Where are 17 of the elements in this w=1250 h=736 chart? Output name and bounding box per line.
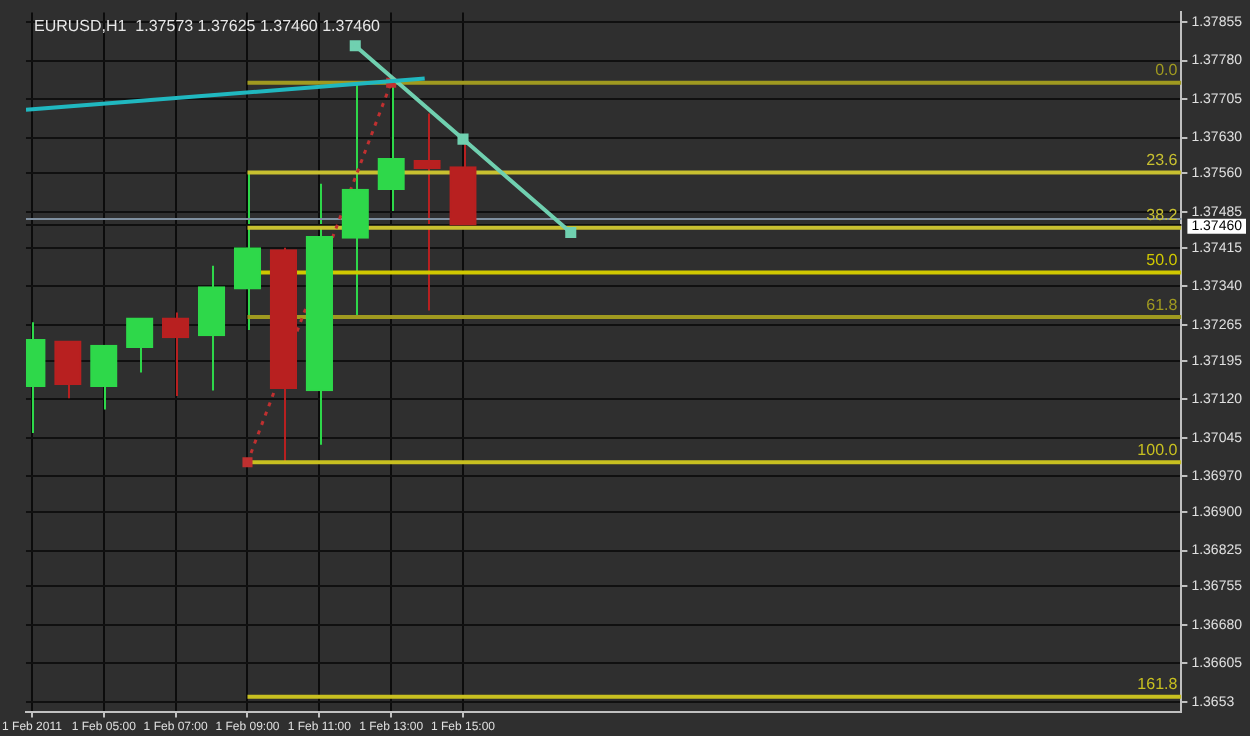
candlestick bbox=[54, 340, 82, 400]
point bbox=[565, 226, 577, 239]
chart-title: EURUSD,H1 1.37573 1.37625 1.37460 1.37460 bbox=[33, 16, 382, 35]
series-label: 61.8 bbox=[1146, 295, 1179, 314]
candlestick bbox=[90, 344, 118, 411]
candlestick bbox=[341, 81, 369, 320]
series-label: 0.0 bbox=[1155, 61, 1179, 80]
series-label: 50.0 bbox=[1146, 250, 1179, 269]
point bbox=[457, 133, 469, 145]
candlestick bbox=[197, 264, 226, 392]
series-label: 23.6 bbox=[1146, 150, 1179, 169]
candlestick bbox=[233, 170, 262, 331]
point bbox=[349, 40, 361, 52]
series-label: 161.8 bbox=[1137, 675, 1179, 694]
series-label: 100.0 bbox=[1137, 440, 1179, 459]
candlestick bbox=[413, 112, 441, 312]
point bbox=[242, 457, 253, 468]
